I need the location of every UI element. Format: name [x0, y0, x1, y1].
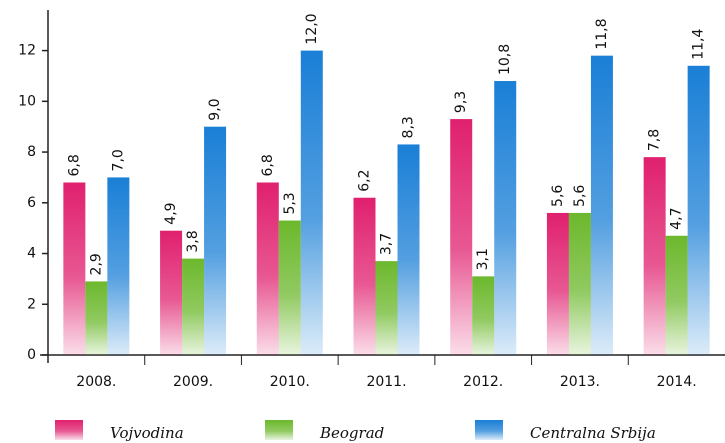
value-label: 6,8 — [66, 154, 82, 176]
value-label: 7,0 — [110, 149, 126, 171]
bar — [85, 281, 108, 355]
value-label: 4,7 — [669, 208, 685, 230]
value-label: 5,3 — [282, 192, 298, 214]
x-tick-label: 2010. — [270, 374, 310, 390]
legend-label: Beograd — [319, 424, 384, 442]
bar — [107, 177, 130, 355]
value-label: 6,2 — [357, 169, 373, 191]
value-label: 2,9 — [88, 253, 104, 275]
value-label: 3,8 — [185, 230, 201, 252]
value-label: 12,0 — [304, 13, 320, 44]
value-label: 6,8 — [260, 154, 276, 176]
bar — [665, 235, 688, 355]
x-tick-label: 2013. — [560, 374, 600, 390]
bar — [353, 197, 376, 355]
bar — [182, 258, 205, 355]
x-tick-label: 2011. — [366, 374, 406, 390]
y-tick-label: 10 — [18, 93, 36, 109]
bar — [278, 220, 301, 355]
value-label: 5,6 — [550, 185, 566, 207]
value-label: 5,6 — [572, 185, 588, 207]
bar — [397, 144, 420, 355]
bar — [375, 261, 398, 355]
legend-swatch — [55, 420, 83, 440]
value-label: 10,8 — [497, 44, 513, 75]
bar — [160, 230, 183, 355]
value-label: 8,3 — [401, 116, 417, 138]
value-label: 11,8 — [594, 18, 610, 49]
x-tick-label: 2012. — [463, 374, 503, 390]
y-tick-label: 4 — [27, 246, 36, 262]
legend-swatch — [265, 420, 293, 440]
value-label: 4,9 — [163, 202, 179, 224]
bar — [643, 157, 666, 355]
y-tick-label: 0 — [27, 347, 36, 363]
value-label: 7,8 — [647, 129, 663, 151]
x-tick-label: 2014. — [657, 374, 697, 390]
bar — [546, 212, 569, 355]
bar — [300, 50, 323, 356]
legend-label: Centralna Srbija — [530, 424, 656, 442]
y-tick-label: 6 — [27, 195, 36, 211]
y-tick-label: 2 — [27, 296, 36, 312]
bar — [472, 276, 495, 355]
bar — [450, 119, 473, 356]
legend-swatch — [475, 420, 503, 440]
x-tick-label: 2008. — [76, 374, 116, 390]
bar — [494, 81, 517, 355]
value-label: 11,4 — [691, 29, 707, 60]
value-label: 3,7 — [379, 233, 395, 255]
bar — [63, 182, 86, 355]
value-label: 9,3 — [453, 91, 469, 113]
bar — [204, 126, 227, 355]
value-label: 3,1 — [475, 248, 491, 270]
bar — [256, 182, 279, 355]
value-label: 9,0 — [207, 98, 223, 120]
x-tick-label: 2009. — [173, 374, 213, 390]
bar — [687, 65, 710, 355]
bar — [590, 55, 613, 355]
legend-label: Vojvodina — [110, 424, 184, 442]
y-tick-label: 8 — [27, 144, 36, 160]
y-tick-label: 12 — [18, 43, 36, 59]
bar — [568, 212, 591, 355]
